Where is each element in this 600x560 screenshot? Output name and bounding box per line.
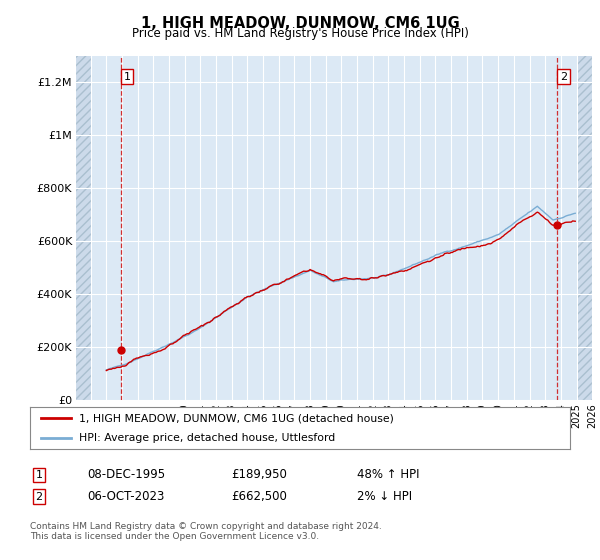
Text: 2% ↓ HPI: 2% ↓ HPI <box>357 490 412 503</box>
Text: 08-DEC-1995: 08-DEC-1995 <box>87 468 165 482</box>
Text: Contains HM Land Registry data © Crown copyright and database right 2024.
This d: Contains HM Land Registry data © Crown c… <box>30 522 382 542</box>
Bar <box>577 56 592 400</box>
Text: HPI: Average price, detached house, Uttlesford: HPI: Average price, detached house, Uttl… <box>79 433 335 443</box>
Text: 1: 1 <box>35 470 43 480</box>
Text: 1: 1 <box>124 72 130 82</box>
Text: 1, HIGH MEADOW, DUNMOW, CM6 1UG: 1, HIGH MEADOW, DUNMOW, CM6 1UG <box>140 16 460 31</box>
Text: 48% ↑ HPI: 48% ↑ HPI <box>357 468 419 482</box>
Text: £662,500: £662,500 <box>231 490 287 503</box>
Text: 2: 2 <box>560 72 567 82</box>
Text: £189,950: £189,950 <box>231 468 287 482</box>
Bar <box>75 56 91 400</box>
Text: 1, HIGH MEADOW, DUNMOW, CM6 1UG (detached house): 1, HIGH MEADOW, DUNMOW, CM6 1UG (detache… <box>79 413 394 423</box>
Text: 2: 2 <box>35 492 43 502</box>
Text: Price paid vs. HM Land Registry's House Price Index (HPI): Price paid vs. HM Land Registry's House … <box>131 27 469 40</box>
Text: 06-OCT-2023: 06-OCT-2023 <box>87 490 164 503</box>
